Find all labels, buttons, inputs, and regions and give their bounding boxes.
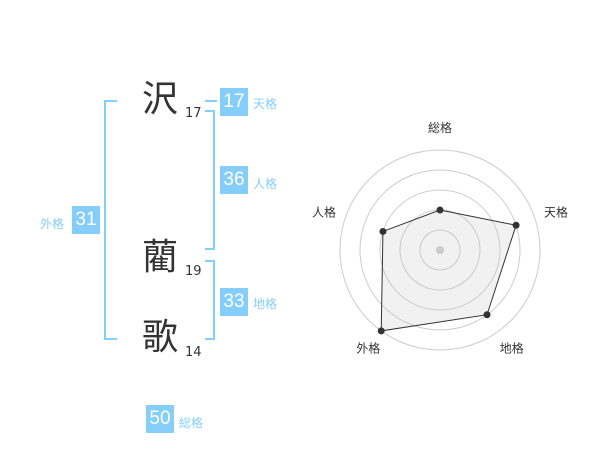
char-1: 沢	[142, 79, 179, 120]
char-3-strokes: 14	[185, 345, 202, 360]
gaikaku-value: 31	[72, 206, 100, 234]
char-2-strokes: 19	[185, 264, 202, 279]
chikaku-value: 33	[220, 288, 248, 316]
radar-ring	[379, 189, 501, 311]
soukaku-label: 総格	[179, 416, 204, 430]
radar-ring	[419, 229, 461, 271]
tenkaku-label: 天格	[253, 97, 278, 111]
char-2: 藺	[142, 237, 179, 278]
radar-point-3	[377, 327, 385, 335]
jinkaku-label: 人格	[253, 177, 278, 191]
char-3: 歌	[142, 317, 179, 358]
radar-axis-label: 地格	[500, 341, 524, 356]
radar-point-2	[483, 311, 491, 319]
radar-point-0	[436, 206, 444, 214]
radar-axis-label: 外格	[356, 341, 380, 356]
char-1-strokes: 17	[185, 106, 202, 121]
jinkaku-value: 36	[220, 166, 248, 194]
radar-axis-label: 総格	[428, 120, 452, 135]
tenkaku-bracket	[205, 100, 217, 102]
radar-ring	[359, 169, 521, 331]
radar-axis-label: 天格	[544, 204, 568, 219]
radar-center	[436, 246, 444, 254]
chikaku-label: 地格	[253, 297, 278, 311]
soukaku-value: 50	[146, 405, 174, 433]
radar-polygon	[380, 209, 517, 332]
radar-ring	[339, 149, 541, 351]
radar-point-4	[379, 227, 387, 235]
gaikaku-label: 外格	[40, 217, 65, 231]
radar-axis-label: 人格	[312, 204, 336, 219]
tenkaku-value: 17	[220, 88, 248, 116]
radar-point-1	[512, 221, 520, 229]
